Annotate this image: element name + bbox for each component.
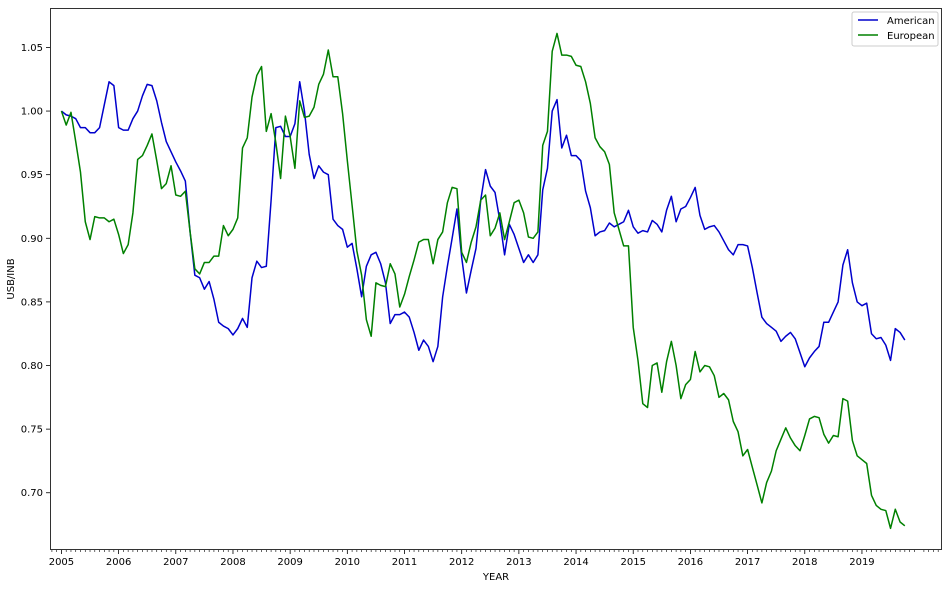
y-tick-label: 0.70: [21, 488, 43, 499]
x-tick-label: 2005: [49, 557, 74, 568]
y-tick-label: 1.05: [21, 43, 43, 54]
plot-frame: [50, 8, 942, 550]
plot-background: [50, 8, 942, 550]
x-tick-label: 2009: [277, 557, 302, 568]
y-tick-label: 0.75: [21, 425, 43, 436]
x-tick-label: 2012: [449, 557, 474, 568]
y-tick-label: 0.80: [21, 361, 43, 372]
x-tick-label: 2017: [735, 557, 760, 568]
series-line-american: [60, 81, 906, 368]
y-tick-label: 0.85: [21, 297, 43, 308]
legend-label-american: American: [887, 16, 935, 27]
x-tick-label: 2019: [849, 557, 874, 568]
legend-label-european: European: [887, 31, 935, 42]
y-axis-label: USB/INB: [6, 258, 17, 299]
y-tick-label: 0.90: [21, 234, 43, 245]
x-axis-label: YEAR: [482, 572, 509, 583]
series-line-european: [60, 32, 906, 530]
series-layer: [60, 32, 906, 530]
x-tick-label: 2013: [506, 557, 531, 568]
axes-layer: [50, 8, 942, 550]
x-tick-label: 2014: [563, 557, 588, 568]
x-tick-label: 2011: [392, 557, 417, 568]
x-tick-label: 2006: [106, 557, 131, 568]
x-tick-label: 2007: [163, 557, 188, 568]
x-tick-label: 2010: [335, 557, 360, 568]
x-tick-label: 2016: [678, 557, 703, 568]
legend: American European: [851, 11, 939, 47]
x-tick-label: 2015: [621, 557, 646, 568]
y-tick-label: 0.95: [21, 170, 43, 181]
x-tick-label: 2008: [220, 557, 245, 568]
x-tick-label: 2018: [792, 557, 817, 568]
y-axis: 0.70 0.75 0.80 0.85 0.90 0.95 1.00 1.05: [21, 43, 50, 499]
y-tick-label: 1.00: [21, 107, 43, 118]
x-axis: 2005 2006 2007 2008 2009 2010 2011 2012 2013 2014…: [49, 550, 939, 568]
